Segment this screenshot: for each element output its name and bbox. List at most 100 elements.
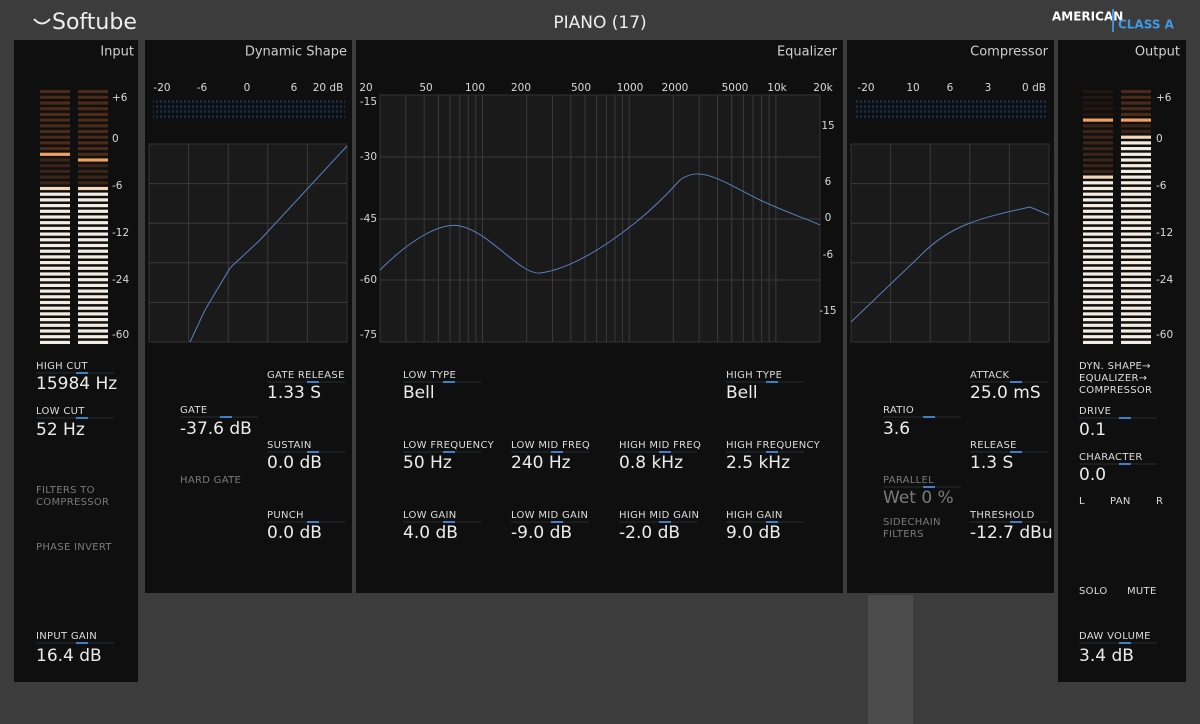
panels	[14, 40, 1186, 724]
meter-segment	[40, 215, 70, 219]
meter-segment	[1121, 318, 1151, 322]
meter-segment	[78, 192, 108, 196]
meter-segment	[78, 198, 108, 202]
meter-segment	[78, 101, 108, 105]
param-value: 1.3 S	[970, 453, 1013, 473]
meter-segment	[1121, 323, 1151, 327]
scale-label: -20	[153, 82, 170, 94]
meter-segment	[1083, 329, 1113, 333]
texts: Input Dynamic Shape Equalizer Compressor Out…	[36, 45, 1180, 666]
db-label: -15	[819, 305, 836, 317]
param-value: 0.0	[1079, 465, 1106, 485]
meter-segment	[40, 124, 70, 128]
meter-segment	[78, 129, 108, 134]
meters	[40, 90, 1151, 344]
meter-segment	[1121, 300, 1151, 305]
panel-title: Dynamic Shape	[245, 45, 347, 60]
meter-segment	[78, 261, 108, 265]
comp-meter	[855, 98, 1047, 118]
logo: Softube	[52, 10, 137, 35]
meter-segment	[1121, 90, 1151, 94]
meter-segment	[40, 112, 70, 116]
comp-graph	[850, 143, 1050, 343]
meter-segment	[1083, 101, 1113, 105]
meter-segment	[40, 255, 70, 259]
meter-segment	[78, 300, 108, 305]
meter-segment	[40, 283, 70, 287]
meter-segment	[40, 318, 70, 322]
meter-segment	[1083, 95, 1113, 99]
meter-segment	[40, 186, 70, 191]
meter-segment	[78, 266, 108, 270]
meter-segment	[40, 323, 70, 327]
freq-label: 200	[511, 82, 531, 94]
param-value: 3.6	[883, 419, 910, 439]
label: L	[1079, 496, 1085, 507]
meter-segment	[40, 232, 70, 236]
meter-segment	[1083, 243, 1113, 248]
meter-segment	[78, 204, 108, 208]
meter-segment	[1083, 323, 1113, 327]
meter-segment	[1121, 329, 1151, 333]
meter-segment	[78, 306, 108, 310]
meter-segment	[1121, 129, 1151, 134]
meter-segment	[1121, 169, 1151, 173]
meter-segment	[1121, 261, 1151, 265]
meter-segment	[1121, 340, 1151, 344]
meter-segment	[1121, 312, 1151, 316]
meter-segment	[1083, 186, 1113, 191]
label: FILTERS	[883, 529, 924, 540]
meter-segment	[40, 226, 70, 230]
meter-segment	[1083, 209, 1113, 213]
meter-segment	[1083, 107, 1113, 111]
meter-segment	[78, 118, 108, 122]
meter-segment	[40, 300, 70, 305]
meter-segment	[78, 272, 108, 276]
meter-segment	[1083, 335, 1113, 339]
param-value: -2.0 dB	[619, 523, 680, 543]
meter-segment	[1083, 90, 1113, 94]
meter-segment	[40, 95, 70, 99]
meter-segment	[78, 329, 108, 333]
meter-segment	[1121, 152, 1151, 156]
meter-segment	[78, 335, 108, 339]
meter-segment	[40, 90, 70, 94]
meter-scale: -12	[112, 227, 129, 239]
meter-segment	[78, 238, 108, 242]
param-value: 3.4 dB	[1079, 646, 1134, 666]
meter-segment	[1121, 249, 1151, 253]
label: COMPRESSOR	[36, 497, 109, 508]
param-label: LOW TYPE	[403, 370, 456, 381]
freq-label: 20	[359, 82, 372, 94]
param-value: 16.4 dB	[36, 646, 102, 666]
preset-title: PIANO (17)	[553, 13, 646, 33]
param-label: THRESHOLD	[969, 510, 1035, 521]
meter-segment	[78, 107, 108, 111]
meter-segment	[1083, 278, 1113, 282]
freq-label: 50	[419, 82, 432, 94]
param-value: 0.8 kHz	[619, 453, 683, 473]
meter-segment	[1083, 152, 1113, 156]
db-label: -60	[360, 274, 377, 286]
eq-curve	[379, 173, 821, 274]
param-value: 1.33 S	[267, 383, 321, 403]
meter-segment	[1121, 181, 1151, 185]
meter-segment	[78, 295, 108, 299]
meter-segment	[78, 164, 108, 168]
scale-label: -20	[857, 82, 874, 94]
selected-channel	[868, 595, 913, 724]
param-label: HIGH MID GAIN	[619, 510, 699, 521]
meter-scale: +6	[112, 92, 128, 104]
panel-title: Input	[100, 45, 134, 60]
meter-segment	[78, 318, 108, 322]
meter-segment	[78, 226, 108, 230]
label: SIDECHAIN	[883, 517, 941, 528]
meter-segment	[78, 243, 108, 248]
param-value: 0.0 dB	[267, 523, 322, 543]
meter-segment	[1121, 164, 1151, 168]
scale-label: 6	[947, 82, 954, 94]
param-value: 9.0 dB	[726, 523, 781, 543]
meter-segment	[78, 124, 108, 128]
meter-segment	[40, 329, 70, 333]
param-label: LOW MID GAIN	[511, 510, 588, 521]
